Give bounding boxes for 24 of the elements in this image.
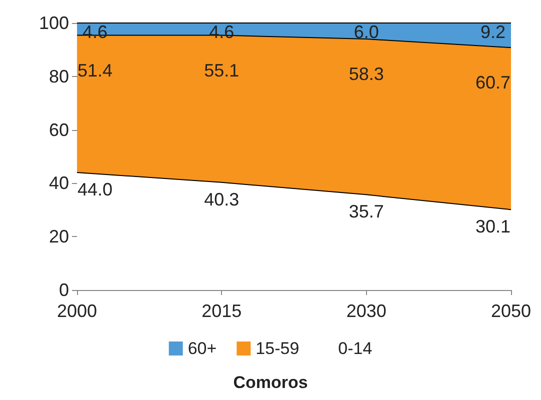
x-tick-label: 2015 <box>202 301 242 321</box>
data-label: 9.2 <box>480 22 506 42</box>
legend-label: 60+ <box>188 339 217 358</box>
data-label: 55.1 <box>204 60 240 80</box>
data-label: 30.1 <box>475 216 511 237</box>
x-tick-label: 2050 <box>490 301 532 321</box>
text: Comoros <box>233 373 308 392</box>
data-label: 44.0 <box>77 180 113 200</box>
data-label: 35.7 <box>348 202 384 222</box>
data-label: 40.3 <box>204 189 240 210</box>
data-label: 6.0 <box>354 22 379 42</box>
text: 0-14 <box>338 339 372 358</box>
y-tick-label: 20 <box>48 226 69 247</box>
legend-label: 15-59 <box>256 339 300 358</box>
y-tick-label: 0 <box>58 280 69 300</box>
data-label: 51.4 <box>77 60 113 80</box>
x-tick-label: 2030 <box>346 301 386 321</box>
y-tick-label: 60 <box>48 120 69 140</box>
data-label: 58.3 <box>348 64 384 84</box>
y-tick-label: 40 <box>48 173 69 194</box>
x-tick-label: 2000 <box>56 301 98 321</box>
y-tick-label: 100 <box>38 13 69 33</box>
y-tick-label: 80 <box>48 66 69 86</box>
data-label: 60.7 <box>475 72 511 93</box>
